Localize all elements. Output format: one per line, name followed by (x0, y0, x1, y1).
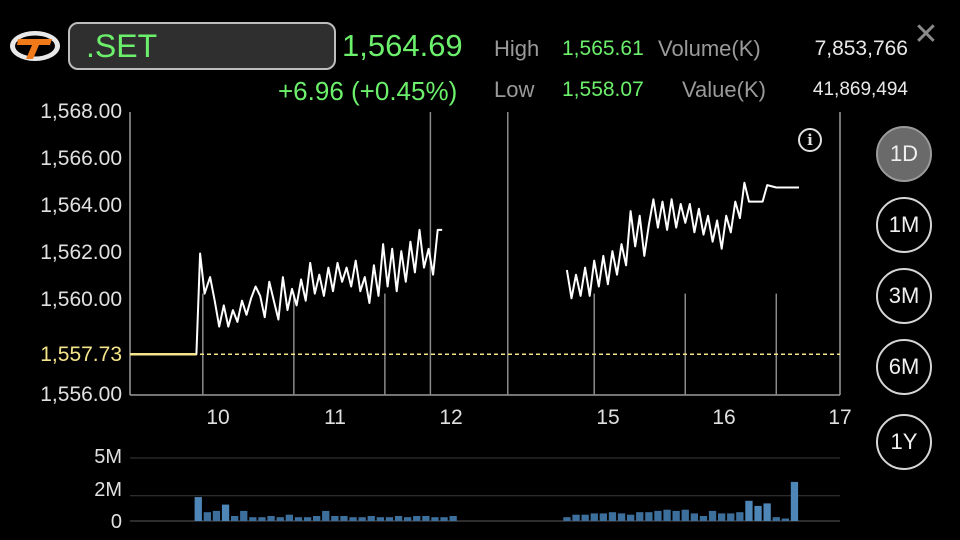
last-price: 1,564.69 (342, 28, 463, 63)
volume-bar (313, 516, 321, 521)
x-tick-label: 17 (828, 406, 852, 429)
volume-tick-label: 0 (110, 511, 122, 533)
volume-bar (203, 512, 211, 521)
volume-bar (194, 497, 202, 521)
high-value: 1,565.61 (562, 37, 644, 60)
volume-bar (367, 516, 375, 521)
volume-bar (349, 517, 357, 521)
info-icon[interactable]: i (798, 128, 822, 152)
volume-bar (449, 516, 457, 521)
volume-bar (599, 513, 607, 521)
volume-bar (440, 517, 448, 521)
volume-tick-label: 2M (94, 479, 122, 501)
volume-bar (376, 517, 384, 521)
volume-bar (754, 505, 762, 521)
y-tick-label: 1,564.00 (40, 194, 122, 217)
volume-bar (331, 516, 339, 521)
volume-tick-label: 5M (94, 446, 122, 468)
volume-bar (645, 512, 653, 521)
volume-bar (581, 514, 589, 521)
volume-bar (663, 509, 671, 521)
volume-bar (358, 517, 366, 521)
volume-bar (617, 513, 626, 521)
y-tick-label: 1,556.00 (40, 383, 122, 406)
volume-bar (212, 510, 221, 521)
x-tick-label: 10 (206, 406, 230, 429)
volume-bar (276, 517, 284, 521)
volume-bar (654, 510, 662, 521)
volume-label: Volume(K) (658, 36, 761, 61)
low-value: 1,558.07 (562, 78, 644, 101)
logo-mark-icon (10, 31, 60, 61)
symbol-input[interactable]: .SET (68, 22, 336, 70)
volume-bar (413, 516, 421, 521)
volume-bar (394, 516, 403, 521)
value-label: Value(K) (682, 77, 766, 102)
volume-value: 7,853,766 (814, 37, 908, 60)
low-label: Low (494, 77, 535, 102)
volume-bar (745, 500, 753, 521)
price-line-segment (130, 228, 443, 356)
volume-bar (240, 510, 248, 521)
volume-bar (285, 514, 293, 521)
period-button-6m[interactable]: 6M (876, 339, 932, 395)
volume-bar (690, 513, 698, 521)
volume-bar (303, 517, 312, 521)
volume-bar (718, 513, 726, 521)
value-value: 41,869,494 (812, 79, 908, 100)
volume-bar (322, 510, 330, 521)
y-tick-label: 1,560.00 (40, 288, 122, 311)
volume-bar (727, 513, 735, 521)
volume-bar (231, 516, 239, 521)
volume-bar (258, 517, 266, 521)
y-tick-label: 1,562.00 (40, 241, 122, 264)
price-change: +6.96 (+0.45%) (278, 76, 458, 106)
price-line-segment (565, 181, 799, 300)
volume-bar (672, 510, 680, 521)
volume-bar (385, 517, 394, 521)
x-tick-label: 12 (439, 406, 463, 429)
volume-bar (563, 517, 571, 521)
volume-bar (431, 517, 439, 521)
x-tick-label: 15 (596, 406, 620, 429)
volume-bar (340, 516, 348, 521)
app-logo (8, 26, 62, 66)
volume-bar (736, 512, 744, 521)
volume-bar (627, 514, 635, 521)
volume-bar (422, 516, 430, 521)
y-tick-label: 1,566.00 (40, 147, 122, 170)
period-button-1m[interactable]: 1M (876, 197, 932, 253)
volume-bar (267, 516, 275, 521)
volume-bar (608, 512, 617, 521)
x-tick-label: 16 (712, 406, 736, 429)
close-icon[interactable]: ✕ (913, 18, 939, 51)
x-tick-label: 11 (324, 406, 346, 429)
volume-bar (772, 517, 780, 521)
high-label: High (494, 36, 540, 61)
volume-bar (221, 504, 230, 521)
volume-bar (781, 518, 789, 521)
period-button-1y[interactable]: 1Y (876, 414, 932, 470)
volume-bar (699, 516, 708, 521)
volume-bar (790, 481, 799, 521)
y-tick-label: 1,568.00 (40, 100, 122, 123)
period-button-3m[interactable]: 3M (876, 268, 932, 324)
volume-bar (249, 517, 257, 521)
baseline-label: 1,557.73 (40, 343, 122, 366)
volume-bar (636, 512, 644, 521)
volume-bar (590, 513, 598, 521)
volume-bar (572, 514, 580, 521)
volume-bar (294, 517, 303, 521)
volume-bar (681, 509, 689, 521)
volume-bar (404, 517, 412, 521)
volume-bar (708, 510, 717, 521)
volume-bar (763, 503, 771, 521)
period-button-1d[interactable]: 1D (876, 126, 932, 182)
